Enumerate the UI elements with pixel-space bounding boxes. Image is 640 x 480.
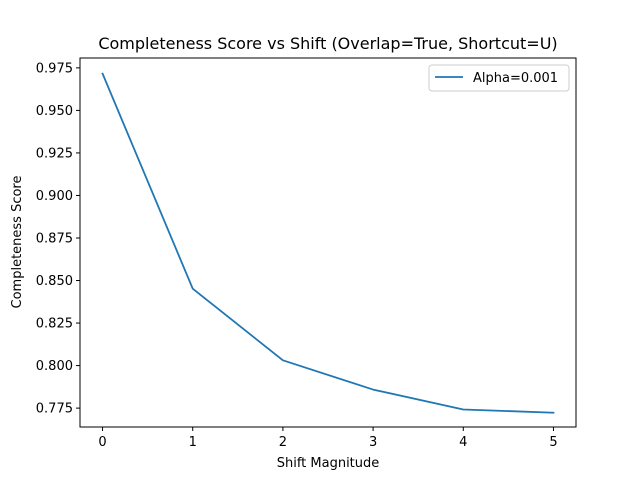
y-tick-label: 0.950 bbox=[36, 104, 73, 119]
y-axis-ticks: 0.775 0.800 0.825 0.850 0.875 0.900 0.925 0.950… bbox=[36, 61, 80, 417]
legend: Alpha=0.001 bbox=[428, 64, 570, 92]
y-tick-label: 0.800 bbox=[36, 359, 73, 374]
y-tick-label: 0.775 bbox=[36, 402, 73, 417]
x-tick-label: 2 bbox=[279, 435, 287, 450]
chart-title: Completeness Score vs Shift (Overlap=Tru… bbox=[98, 34, 557, 53]
legend-box bbox=[428, 64, 570, 92]
series-layer bbox=[101, 72, 555, 414]
y-tick-label: 0.925 bbox=[36, 146, 73, 161]
x-tick-label: 4 bbox=[459, 435, 467, 450]
y-tick-label: 0.875 bbox=[36, 231, 73, 246]
y-axis-label: Completeness Score bbox=[10, 176, 25, 309]
x-tick-label: 3 bbox=[369, 435, 377, 450]
x-axis-ticks: 0 1 2 3 4 5 bbox=[98, 427, 558, 450]
y-tick-label: 0.850 bbox=[36, 274, 73, 289]
legend-label: Alpha=0.001 bbox=[473, 71, 558, 86]
y-tick-label: 0.900 bbox=[36, 189, 73, 204]
y-tick-label: 0.825 bbox=[36, 317, 73, 332]
x-tick-label: 5 bbox=[549, 435, 557, 450]
x-tick-label: 1 bbox=[189, 435, 197, 450]
x-axis-label: Shift Magnitude bbox=[277, 456, 380, 471]
series-line-0 bbox=[101, 72, 555, 414]
plot-frame bbox=[79, 57, 577, 428]
y-tick-label: 0.975 bbox=[36, 61, 73, 76]
x-tick-label: 0 bbox=[98, 435, 106, 450]
